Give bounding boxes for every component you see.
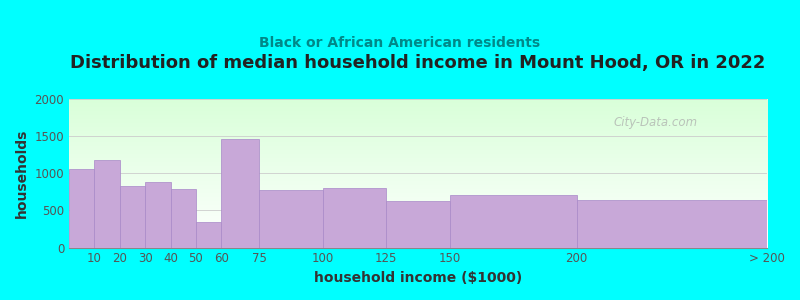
Bar	[577, 200, 767, 247]
Bar	[196, 221, 222, 248]
Text: Black or African American residents: Black or African American residents	[259, 36, 541, 50]
Bar	[170, 190, 196, 247]
Bar	[94, 160, 120, 248]
Bar	[222, 139, 259, 248]
Bar	[259, 190, 323, 248]
Bar	[323, 188, 386, 247]
Title: Distribution of median household income in Mount Hood, OR in 2022: Distribution of median household income …	[70, 54, 766, 72]
Bar	[386, 201, 450, 247]
Bar	[69, 169, 94, 248]
X-axis label: household income ($1000): household income ($1000)	[314, 271, 522, 285]
Bar	[145, 182, 170, 248]
Bar	[450, 195, 577, 248]
Y-axis label: households: households	[15, 128, 29, 218]
Bar	[120, 186, 145, 247]
Text: City-Data.com: City-Data.com	[614, 116, 698, 129]
